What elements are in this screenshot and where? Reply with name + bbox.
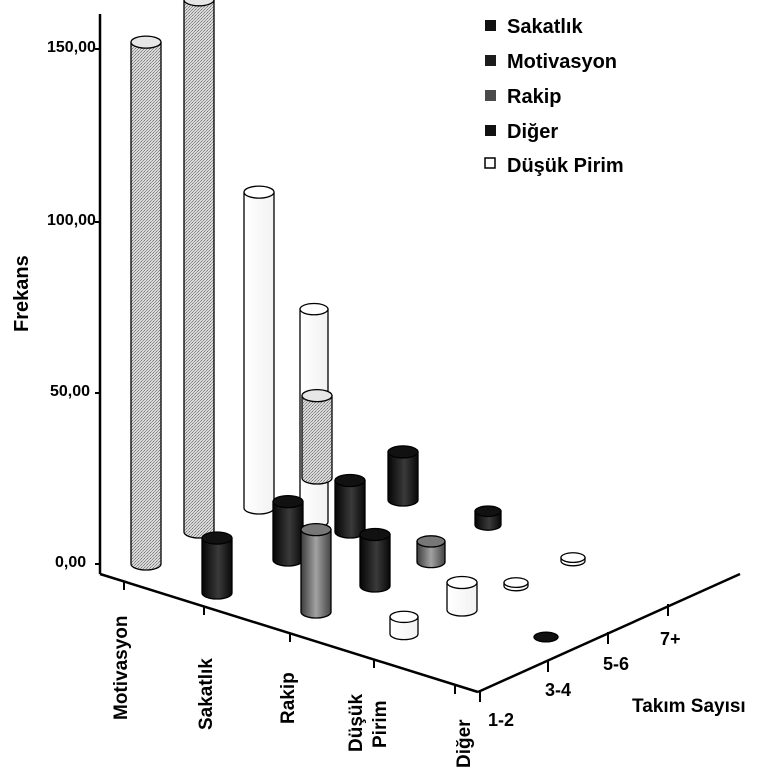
category-label-dusuk-pirim: Düşük Pirim (346, 694, 391, 753)
y-axis-title: Frekans (11, 255, 33, 332)
category-label: Motivasyon (111, 615, 132, 720)
bar (183, 0, 215, 539)
legend-label: Sakatlık (507, 16, 583, 38)
legend: Sakatlık Motivasyon Rakip Diğer Düşük Pi… (484, 16, 624, 177)
legend-swatch (484, 157, 496, 169)
legend-swatch (485, 20, 496, 31)
bar-body (130, 41, 162, 571)
bar (130, 35, 162, 571)
bar-body (300, 528, 332, 619)
bar-top (503, 577, 529, 589)
category-label: Rakip (278, 672, 299, 724)
y-tick-label: 100,00 (47, 212, 96, 229)
team-size-label: 5-6 (603, 654, 629, 674)
bar-body (301, 394, 333, 485)
legend-label: Düşük Pirim (507, 155, 624, 177)
bar-top (474, 505, 502, 518)
bar (416, 535, 446, 569)
bar-top (300, 522, 332, 537)
bar (389, 610, 419, 641)
y-tick-label: 150,00 (47, 39, 96, 56)
legend-swatch (485, 125, 496, 136)
y-tick-label: 0,00 (55, 554, 86, 571)
x-axis-title: Takım Sayısı (632, 696, 746, 717)
bar-top (334, 473, 366, 488)
bar (300, 522, 332, 619)
bar-body (387, 451, 419, 507)
bar-top (299, 302, 329, 316)
legend-label: Diğer (507, 121, 558, 143)
team-size-label: 7+ (660, 629, 681, 649)
team-size-label: 3-4 (545, 680, 571, 700)
team-size-label: 1-2 (488, 710, 514, 730)
depth-ticks (123, 582, 456, 694)
bar (387, 445, 419, 507)
bar-body (334, 479, 366, 539)
bar-body (359, 533, 391, 593)
bar-top (183, 0, 215, 7)
bar-top (272, 494, 304, 509)
y-tick-label: 50,00 (50, 383, 90, 400)
bar-top (416, 535, 446, 548)
bar (243, 185, 275, 515)
bar-top (301, 388, 333, 403)
bar (201, 531, 233, 600)
bar-top (243, 185, 275, 199)
bar-top (201, 531, 233, 545)
y-ticks (95, 48, 100, 565)
category-label-line2: Pirim (370, 700, 391, 748)
legend-swatch (485, 90, 496, 101)
bar (446, 575, 478, 617)
bar-top (560, 552, 586, 564)
bar (272, 494, 304, 567)
bar-top (446, 575, 478, 590)
team-ticks (479, 604, 669, 702)
bar-top (533, 631, 559, 643)
x-axis-depth (99, 572, 479, 694)
bar-body (416, 540, 446, 569)
bar-top (359, 527, 391, 542)
bar (560, 552, 586, 567)
bar-top (389, 610, 419, 624)
legend-swatch (485, 55, 496, 66)
bar-top (130, 35, 162, 49)
bar (533, 631, 559, 643)
bar (301, 388, 333, 485)
bar-body (183, 0, 215, 539)
bar (359, 527, 391, 593)
bar-body (446, 581, 478, 617)
bar-body (272, 500, 304, 567)
category-label: Diğer (454, 719, 475, 768)
bar (334, 473, 366, 539)
bar-body (243, 191, 275, 515)
bar-body (389, 616, 419, 641)
legend-label: Rakip (507, 86, 561, 108)
bar (503, 577, 529, 592)
category-label: Sakatlık (196, 658, 217, 730)
category-label-line1: Düşük (346, 694, 367, 753)
bars (130, 0, 586, 643)
bar-body (201, 537, 233, 600)
bar-top (387, 445, 419, 459)
legend-label: Motivasyon (507, 51, 617, 73)
bar (474, 505, 502, 531)
